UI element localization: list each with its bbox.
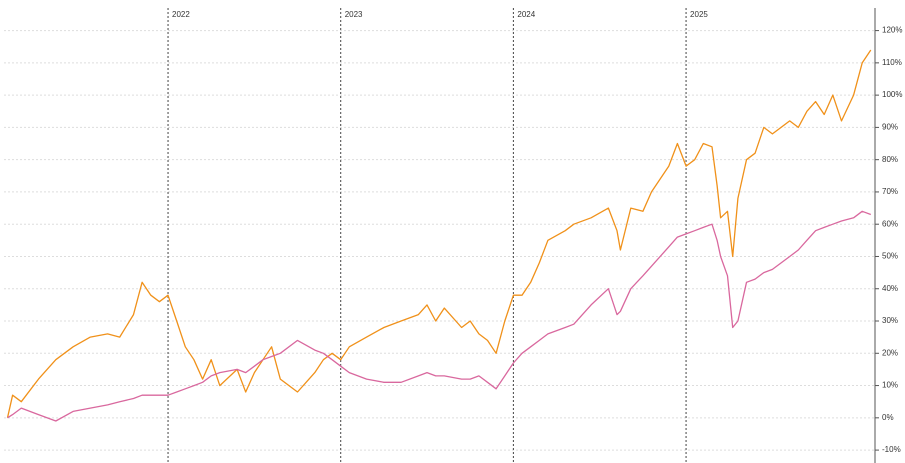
x-tick-label: 2022 — [172, 10, 190, 19]
y-tick-label: 30% — [882, 316, 898, 325]
y-tick-label: 50% — [882, 252, 898, 261]
x-tick-label: 2024 — [517, 10, 535, 19]
y-tick-label: 70% — [882, 187, 898, 196]
y-tick-label: 100% — [882, 90, 902, 99]
y-tick-label: 60% — [882, 219, 898, 228]
x-tick-label: 2025 — [690, 10, 708, 19]
y-tick-label: 10% — [882, 381, 898, 390]
y-tick-label: 40% — [882, 284, 898, 293]
y-tick-label: 80% — [882, 155, 898, 164]
y-tick-label: 20% — [882, 348, 898, 357]
y-tick-label: 0% — [882, 413, 894, 422]
y-tick-label: -10% — [882, 445, 901, 454]
y-tick-label: 120% — [882, 26, 902, 35]
x-tick-label: 2023 — [345, 10, 363, 19]
y-tick-label: 90% — [882, 123, 898, 132]
series-line — [7, 210, 872, 422]
y-tick-label: 110% — [882, 58, 902, 67]
series-line — [6, 49, 872, 418]
